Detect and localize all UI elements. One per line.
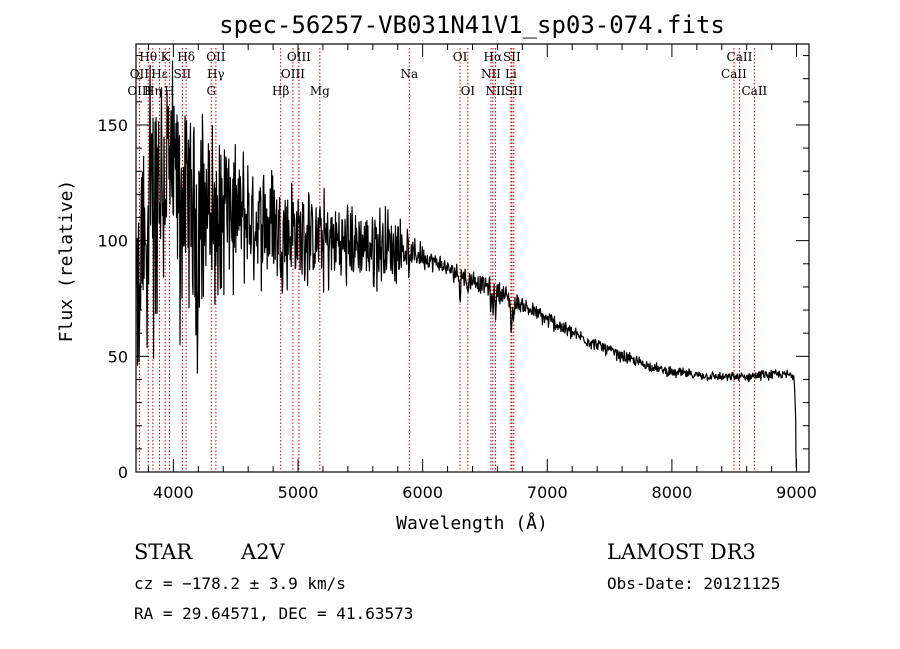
spectrum-line (136, 60, 797, 468)
spectral-line-label: Hε (151, 67, 168, 81)
spectral-line-label: CaII (741, 84, 767, 98)
spectral-line-label: Hδ (177, 50, 195, 64)
spectral-line-label: NII (481, 67, 501, 81)
spectral-line-label: OIII (287, 50, 311, 64)
spectral-line-label: Li (505, 67, 517, 81)
spectral-line-label: CaII (721, 67, 747, 81)
spectral-line-label: H (164, 84, 174, 98)
x-tick-label: 5000 (278, 483, 319, 502)
x-axis-label: Wavelength (Å) (396, 512, 548, 534)
y-tick-label: 150 (97, 116, 128, 135)
spectral-line-label: OII (130, 67, 150, 81)
spectral-line-label: Hβ (272, 84, 289, 98)
spectral-line-label: SII (503, 50, 521, 64)
spectral-line-label: Hα (484, 50, 503, 64)
spectral-line-label: OII (206, 50, 226, 64)
y-tick-label: 100 (97, 232, 128, 251)
spectral-line-label: Hη (144, 84, 162, 98)
spectral-line-label: Na (400, 67, 418, 81)
observation-date: Obs-Date: 20121125 (607, 574, 780, 593)
spectral-line-label: SII (505, 84, 523, 98)
x-tick-label: 6000 (402, 483, 443, 502)
spectral-line-label: OI (453, 50, 468, 64)
spectral-line-label: SII (174, 67, 192, 81)
spectral-line-label: CaII (727, 50, 753, 64)
object-class: STAR (134, 540, 193, 564)
coordinates: RA = 29.64571, DEC = 41.63573 (134, 604, 413, 623)
spectral-line-label: Hγ (207, 67, 225, 81)
y-tick-label: 50 (108, 347, 128, 366)
x-tick-label: 7000 (527, 483, 568, 502)
spectral-line-label: K (161, 50, 171, 64)
spectral-line-markers (138, 48, 755, 472)
chart-title: spec-56257-VB031N41V1_sp03-074.fits (219, 11, 725, 39)
spectral-line-label: NII (485, 84, 505, 98)
spectral-line-label: Hθ (139, 50, 157, 64)
x-tick-label: 9000 (776, 483, 817, 502)
spectral-line-label: OIII (127, 84, 151, 98)
spectral-line-label: OI (461, 84, 476, 98)
axis-ticks (136, 44, 809, 473)
survey-name: LAMOST DR3 (607, 540, 756, 564)
spectral-line-label: Mg (310, 84, 330, 98)
spectral-line-label: G (206, 84, 216, 98)
redshift-velocity: cz = −178.2 ± 3.9 km/s (134, 574, 346, 593)
spectral-line-label: OIII (281, 67, 305, 81)
x-tick-label: 8000 (652, 483, 693, 502)
object-subclass: A2V (240, 540, 286, 564)
axis-tick-labels: 4000 5000 6000 7000 8000 9000 0 50 100 150 (97, 116, 816, 502)
y-axis-label: Flux (relative) (56, 180, 77, 343)
plot-frame (135, 43, 810, 473)
x-tick-label: 4000 (153, 483, 194, 502)
y-tick-label: 0 (118, 463, 128, 482)
